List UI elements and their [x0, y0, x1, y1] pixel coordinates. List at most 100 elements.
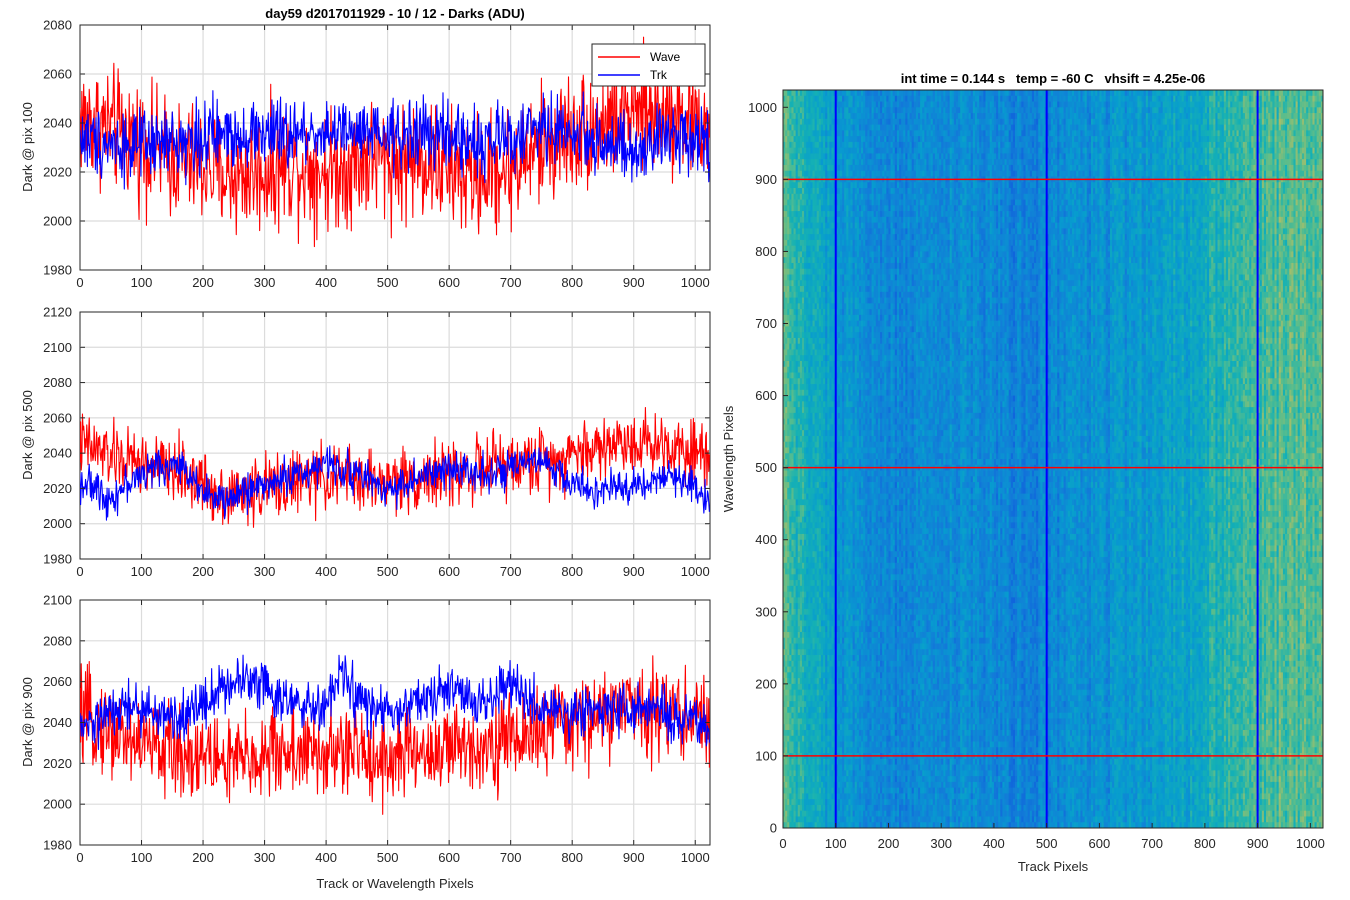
heatmap-cell [801, 107, 805, 114]
heatmap-cell [804, 153, 807, 160]
heatmap-cell [791, 95, 794, 102]
x-tick-label: 1000 [681, 850, 710, 865]
heatmap-cell [783, 389, 786, 396]
heatmap-cell [793, 326, 797, 333]
heatmap-cell [785, 424, 788, 431]
heatmap-cell [827, 199, 830, 206]
heatmap-cell [785, 309, 788, 316]
heatmap-cell [804, 747, 807, 754]
heatmap-cell [789, 435, 792, 443]
heatmap-cell [810, 95, 813, 102]
heatmap-cell [820, 781, 824, 789]
heatmap-cell [795, 430, 799, 437]
heatmap-cell [801, 822, 805, 828]
heatmap-cell [801, 557, 805, 564]
heatmap-cell [806, 804, 809, 812]
heatmap-cell [804, 666, 807, 673]
heatmap-cell [829, 164, 832, 172]
heatmap-cell [787, 401, 790, 408]
heatmap-cell [806, 366, 809, 373]
heatmap-cell [785, 257, 788, 264]
heatmap-cell [791, 216, 794, 224]
heatmap-cell [787, 90, 790, 97]
heatmap-cell [806, 360, 809, 368]
heatmap-cell [799, 268, 803, 275]
heatmap-cell [801, 614, 805, 621]
heatmap-cell [801, 262, 805, 270]
heatmap-cell [820, 430, 824, 437]
heatmap-cell [795, 678, 799, 685]
heatmap-cell [823, 124, 826, 131]
heatmap-cell [793, 170, 797, 177]
heatmap-cell [823, 360, 826, 368]
heatmap-cell [795, 297, 799, 304]
heatmap-cell [783, 620, 786, 627]
heatmap-cell [793, 384, 797, 391]
heatmap-cell [801, 620, 805, 627]
heatmap-cell [816, 516, 820, 523]
x-tick-label: 300 [254, 564, 276, 579]
heatmap-cell [785, 113, 788, 120]
heatmap-cell [808, 337, 811, 345]
heatmap-cell [806, 222, 809, 229]
heatmap-cell [820, 574, 824, 581]
heatmap-cell [795, 407, 799, 414]
heatmap-cell [814, 107, 818, 114]
heatmap-cell [814, 631, 818, 639]
heatmap-cell [795, 182, 799, 189]
heatmap-cell [829, 274, 832, 281]
heatmap-cell [814, 551, 818, 558]
heatmap-cell [804, 228, 807, 235]
heatmap-cell [818, 424, 822, 431]
heatmap-cell [799, 435, 803, 443]
heatmap-cell [820, 291, 824, 298]
heatmap-cell [804, 516, 807, 523]
heatmap-cell [797, 585, 801, 593]
heatmap-cell [795, 505, 799, 512]
heatmap-cell [810, 545, 813, 552]
heatmap-cell [806, 320, 809, 327]
heatmap-cell [785, 516, 788, 523]
heatmap-cell [816, 268, 820, 275]
heatmap-cell [795, 280, 799, 287]
heatmap-cell [793, 366, 797, 373]
heatmap-cell [818, 118, 822, 125]
heatmap-cell [808, 297, 811, 304]
heatmap-cell [806, 447, 809, 454]
heatmap-cell [791, 124, 794, 131]
heatmap-cell [808, 683, 811, 691]
heatmap-cell [810, 637, 813, 644]
heatmap-cell [816, 159, 820, 166]
heatmap-cell [783, 216, 786, 224]
heatmap-cell [785, 280, 788, 287]
heatmap-cell [793, 320, 797, 327]
heatmap-cell [816, 562, 820, 569]
heatmap-cell [806, 793, 809, 800]
heatmap-cell [783, 188, 786, 195]
heatmap-cell [823, 234, 826, 241]
x-tick-label: 700 [500, 850, 522, 865]
heatmap-cell [793, 430, 797, 437]
heatmap-cell [829, 770, 832, 777]
heatmap-cell [810, 113, 813, 120]
heatmap-cell [804, 793, 807, 800]
heatmap-cell [795, 666, 799, 673]
heatmap-cell [806, 729, 809, 737]
heatmap-cell [812, 718, 816, 725]
heatmap-cell [797, 384, 801, 391]
heatmap-cell [797, 309, 801, 316]
heatmap-cell [783, 459, 786, 466]
heatmap-cell [825, 689, 828, 696]
heatmap-cell [829, 320, 832, 327]
heatmap-cell [791, 649, 794, 656]
heatmap-cell [820, 337, 824, 345]
heatmap-cell [806, 482, 809, 489]
heatmap-cell [799, 580, 803, 587]
heatmap-cell [827, 291, 830, 298]
heatmap-cell [810, 724, 813, 731]
heatmap-cell [818, 626, 822, 633]
heatmap-cell [820, 631, 824, 639]
heatmap-cell [829, 551, 832, 558]
heatmap-cell [820, 378, 824, 385]
heatmap-cell [789, 516, 792, 523]
